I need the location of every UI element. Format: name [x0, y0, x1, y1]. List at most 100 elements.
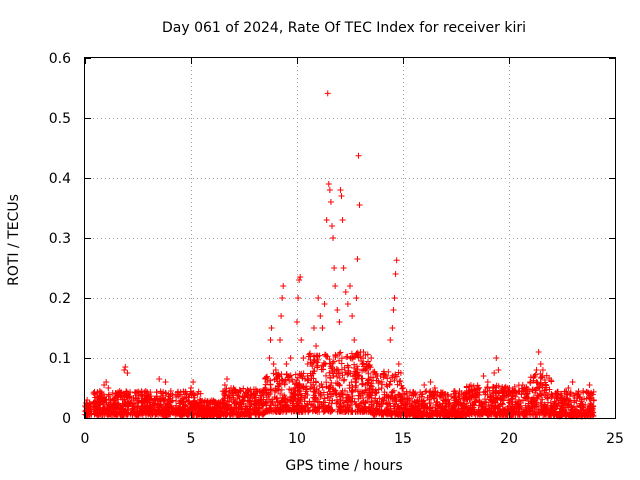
- band-point: [482, 389, 489, 396]
- band-point: [368, 409, 375, 416]
- band-point: [393, 373, 400, 380]
- band-point: [383, 381, 390, 388]
- x-tick-label: 20: [500, 431, 518, 447]
- band-point: [120, 411, 127, 418]
- band-point: [536, 384, 543, 391]
- data-point: [215, 400, 222, 406]
- band-point: [298, 394, 305, 401]
- band-point: [288, 408, 295, 415]
- band-point: [502, 411, 509, 418]
- band-point: [130, 410, 137, 417]
- band-point: [535, 393, 542, 400]
- data-point: [289, 379, 296, 385]
- band-point: [348, 399, 355, 406]
- band-point: [162, 389, 169, 396]
- band-point: [505, 391, 512, 398]
- data-point: [177, 400, 184, 406]
- data-point: [124, 370, 131, 376]
- band-point: [455, 411, 462, 418]
- data-point: [393, 257, 400, 264]
- band-point: [585, 408, 592, 415]
- band-point: [134, 407, 141, 414]
- band-point: [146, 408, 153, 415]
- band-point: [321, 351, 328, 358]
- data-point: [297, 274, 304, 280]
- data-point: [586, 382, 593, 388]
- data-point: [135, 400, 141, 406]
- band-point: [226, 410, 233, 417]
- data-point: [128, 397, 135, 403]
- band-point: [327, 382, 334, 389]
- band-point: [276, 407, 283, 414]
- band-point: [369, 405, 376, 412]
- band-point: [105, 391, 112, 398]
- band-point: [195, 388, 202, 395]
- band-point: [110, 401, 117, 408]
- band-point: [445, 396, 452, 403]
- band-point: [298, 370, 305, 377]
- data-point: [122, 364, 129, 370]
- band-point: [191, 394, 198, 401]
- band-point: [432, 388, 439, 395]
- band-point: [292, 371, 299, 378]
- band-point: [273, 371, 280, 378]
- band-point: [346, 385, 353, 392]
- band-point: [291, 391, 298, 398]
- data-point: [328, 223, 335, 229]
- band-point: [297, 397, 304, 404]
- x-tick-labels: 0 5 10 15 20 25: [81, 431, 624, 447]
- band-point: [289, 376, 296, 383]
- band-point: [538, 374, 545, 381]
- band-point: [199, 411, 206, 418]
- band-point: [546, 386, 553, 393]
- data-point: [103, 379, 110, 385]
- data-points: [82, 90, 597, 420]
- band-point: [315, 356, 322, 363]
- band-point: [433, 411, 440, 418]
- band-point: [329, 364, 336, 371]
- band-point: [222, 392, 229, 399]
- band-point: [349, 393, 356, 400]
- band-point: [552, 390, 559, 397]
- band-point: [359, 367, 366, 374]
- band-point: [273, 408, 280, 415]
- band-point: [267, 386, 274, 393]
- band-point: [483, 399, 490, 406]
- data-point: [295, 295, 302, 301]
- band-point: [521, 411, 528, 418]
- data-point: [105, 385, 112, 391]
- band-point: [397, 393, 404, 400]
- data-point: [522, 391, 529, 397]
- band-point: [561, 395, 568, 402]
- data-point: [94, 397, 101, 403]
- band-point: [500, 397, 507, 404]
- band-point: [297, 391, 304, 398]
- data-point: [569, 379, 576, 385]
- band-point: [124, 390, 131, 397]
- band-point: [250, 386, 257, 393]
- band-point: [139, 402, 146, 409]
- band-point: [107, 406, 114, 413]
- band-point: [141, 408, 148, 415]
- band-point: [278, 398, 285, 405]
- band-point: [271, 394, 278, 401]
- band-point: [345, 364, 352, 371]
- y-tick-label: 0.6: [49, 51, 71, 67]
- band-point: [315, 405, 322, 412]
- data-point: [209, 406, 216, 412]
- band-point: [231, 400, 238, 407]
- band-point: [206, 411, 213, 418]
- band-point: [265, 396, 272, 403]
- band-point: [91, 399, 98, 406]
- data-point: [334, 307, 341, 313]
- band-point: [365, 358, 372, 365]
- band-point: [370, 386, 377, 393]
- data-point: [338, 193, 345, 199]
- data-point: [391, 295, 398, 301]
- band-point: [426, 389, 433, 396]
- band-point: [178, 411, 185, 418]
- y-tick-label: 0.3: [49, 231, 71, 247]
- data-point: [324, 90, 331, 97]
- band-point: [183, 409, 190, 416]
- band-point: [359, 390, 366, 397]
